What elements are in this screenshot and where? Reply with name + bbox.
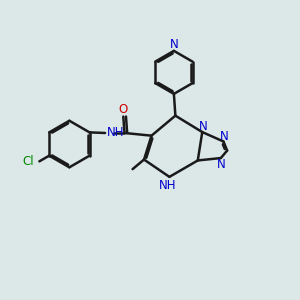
Text: N: N bbox=[218, 158, 226, 170]
Text: N: N bbox=[169, 38, 178, 51]
Text: Cl: Cl bbox=[22, 155, 34, 168]
Text: N: N bbox=[199, 120, 208, 133]
Text: NH: NH bbox=[159, 179, 177, 192]
Text: N: N bbox=[220, 130, 229, 142]
Text: O: O bbox=[119, 103, 128, 116]
Text: NH: NH bbox=[107, 127, 125, 140]
